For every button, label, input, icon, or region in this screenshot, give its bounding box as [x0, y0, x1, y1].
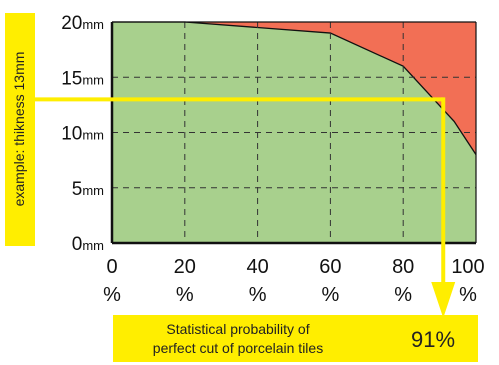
x-tick-label: 0 — [106, 256, 117, 278]
example-label: example: thikness 13mm — [11, 52, 27, 207]
plot-frame — [110, 21, 477, 245]
result-label-line2: perfect cut of porcelain tiles — [153, 340, 323, 356]
example-annotation: example: thikness 13mm — [5, 13, 456, 318]
result-box-bg — [113, 315, 478, 362]
y-axis-ticks: 0mm 5mm 10mm 15mm 20mm — [61, 13, 104, 255]
x-tick-label: 40 — [246, 256, 268, 278]
y-tick-label: 20mm — [61, 13, 104, 34]
y-tick-label: 10mm — [61, 124, 104, 145]
x-tick-unit: % — [176, 284, 194, 306]
x-tick-label: 100 — [451, 256, 484, 278]
x-tick-unit: % — [394, 284, 412, 306]
example-label-box — [5, 13, 35, 246]
x-axis-ticks: 0% 20% 40% 60% 80% 100% — [103, 256, 485, 306]
result-label-line1: Statistical probability of — [166, 321, 309, 337]
x-tick-unit: % — [103, 284, 121, 306]
x-tick-unit: % — [249, 284, 267, 306]
y-tick-label: 5mm — [72, 179, 104, 200]
y-tick-label: 15mm — [61, 68, 104, 89]
x-tick-label: 60 — [319, 256, 341, 278]
y-tick-label: 0mm — [72, 234, 104, 255]
grid-lines — [112, 22, 476, 243]
x-tick-unit: % — [322, 284, 340, 306]
result-box: Statistical probability of perfect cut of… — [113, 315, 478, 362]
x-tick-unit: % — [459, 284, 477, 306]
example-arrow — [431, 282, 456, 318]
result-value: 91% — [411, 327, 455, 352]
x-tick-label: 80 — [392, 256, 414, 278]
x-tick-label: 20 — [174, 256, 196, 278]
